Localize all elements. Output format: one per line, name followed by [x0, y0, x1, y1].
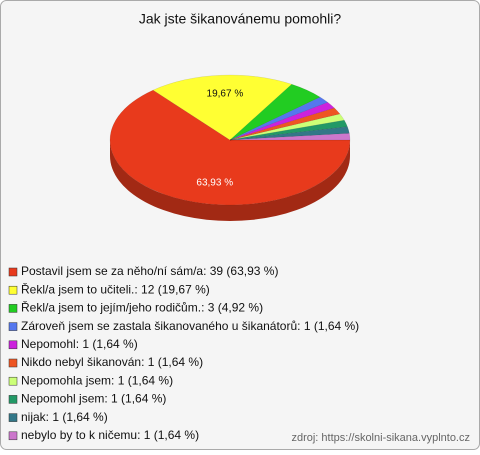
legend-swatch: [8, 376, 18, 386]
legend-label: Zároveň jsem se zastala šikanovaného u š…: [21, 319, 359, 333]
legend-swatch: [8, 340, 18, 350]
legend-label: Nepomohl: 1 (1,64 %): [21, 337, 138, 351]
pie-slice: [229, 119, 348, 141]
legend-label: Postavil jsem se za něho/ní sám/a: 39 (6…: [21, 264, 278, 278]
pie-slice: [229, 102, 335, 141]
legend-swatch: [8, 304, 18, 313]
legend-label: Nepomohla jsem: 1 (1,64 %): [21, 373, 173, 387]
pie-slice: [229, 126, 350, 141]
legend-label: Nepomohl jsem: 1 (1,64 %): [21, 392, 166, 406]
pie-slice: [109, 89, 351, 206]
pie-slice: [229, 83, 321, 141]
legend-swatch: [8, 358, 18, 368]
pie-slice: [229, 96, 329, 141]
legend-label: Řekl/a jsem to učiteli.: 12 (19,67 %): [21, 281, 210, 296]
chart-title: Jak jste šikanovánemu pomohli?: [139, 11, 342, 27]
pie-side: [110, 140, 350, 221]
source: zdroj: https://skolni-sikana.vyplnto.cz: [291, 432, 470, 444]
pie-slice: [229, 133, 351, 141]
legend-swatch: [8, 395, 18, 404]
pie-slice: [152, 74, 293, 141]
legend-label: Nikdo nebyl šikanován: 1 (1,64 %): [21, 355, 203, 369]
pie-slice: [229, 113, 345, 141]
legend-swatch: [8, 267, 18, 277]
legend-label: nebylo by to k ničemu: 1 (1,64 %): [21, 428, 199, 442]
legend-label: nijak: 1 (1,64 %): [21, 410, 108, 424]
legend-swatch: [8, 322, 18, 331]
slice-label: 19,67 %: [207, 88, 244, 99]
legend-label: Řekl/a jsem to jejím/jeho rodičům.: 3 (4…: [21, 300, 263, 315]
pie-slice: [229, 107, 341, 141]
legend-swatch: [8, 413, 18, 422]
legend-swatch: [8, 285, 18, 295]
legend-swatch: [8, 431, 18, 441]
slice-label: 63,93 %: [196, 178, 233, 189]
